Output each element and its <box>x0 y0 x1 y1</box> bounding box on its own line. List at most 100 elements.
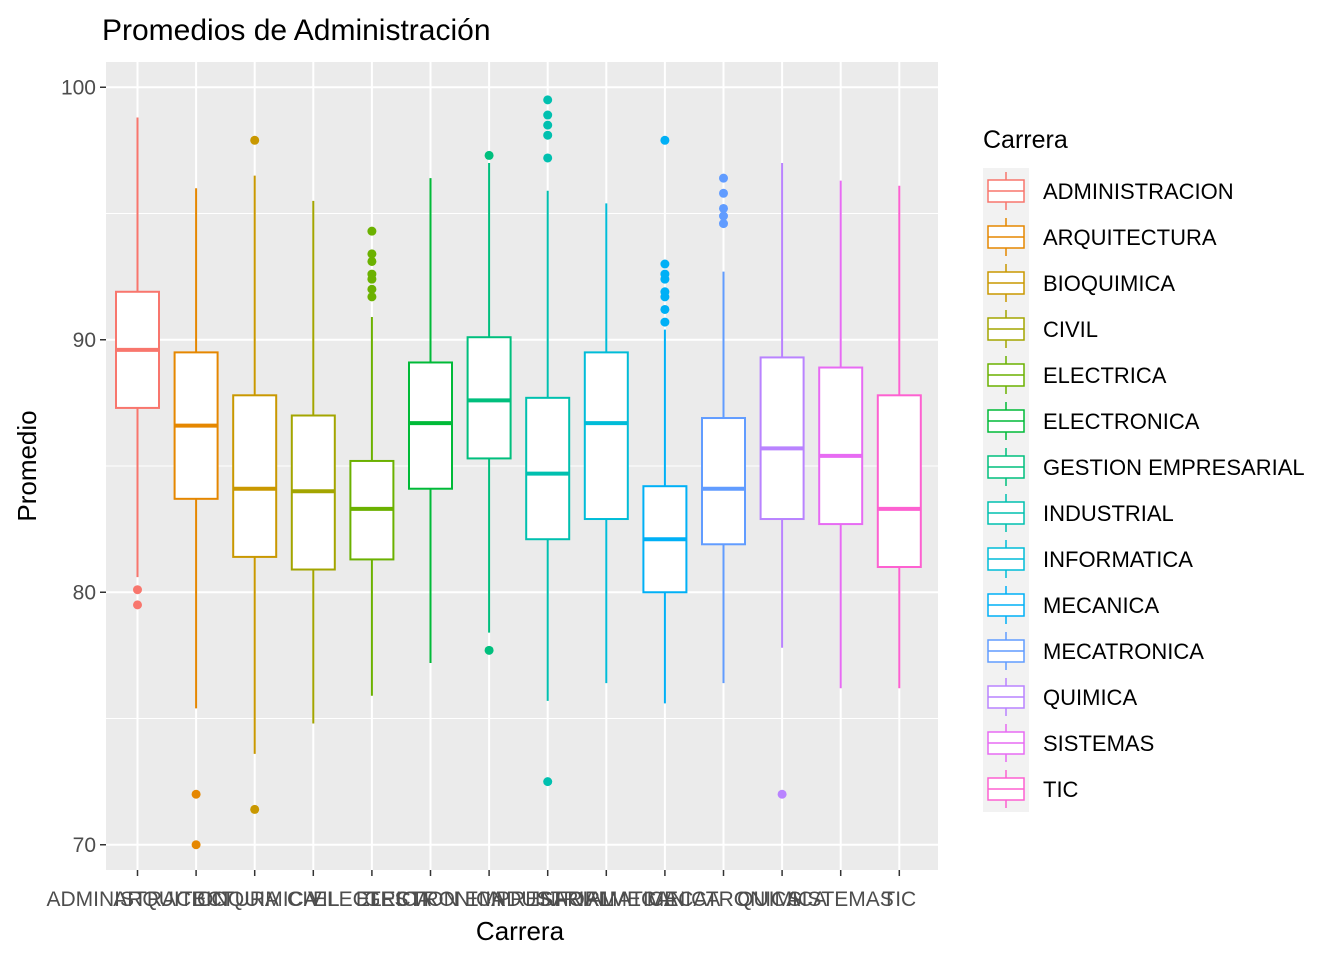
legend-item: ELECTRONICA <box>983 398 1200 444</box>
box-iqr <box>525 396 571 541</box>
box-bioquimica <box>232 135 278 814</box>
legend-item: GESTION EMPRESARIAL <box>983 444 1305 490</box>
legend-item: MECANICA <box>983 582 1159 628</box>
legend-label: GESTION EMPRESARIAL <box>1043 455 1305 480</box>
x-tick-label: MECATRONICA <box>647 888 801 911</box>
legend-label: CIVIL <box>1043 317 1098 342</box>
x-tick-label: ELECTRONICA <box>356 888 505 911</box>
x-tick-label: MECANICA <box>609 888 720 911</box>
box-mecatronica <box>701 173 746 684</box>
box-mecanica <box>642 135 688 704</box>
box-iqr <box>818 366 864 526</box>
x-tick-label: SISTEMAS <box>788 888 894 911</box>
box-informatica <box>583 203 629 684</box>
box-civil <box>290 200 336 724</box>
x-tick-label: TIC <box>882 888 916 911</box>
outlier-point <box>777 789 787 799</box>
legend-item: MECATRONICA <box>983 628 1204 674</box>
outlier-point <box>543 777 553 787</box>
box-sistemas <box>818 180 864 689</box>
outlier-point <box>367 284 377 294</box>
outlier-point <box>543 153 553 163</box>
outlier-point <box>367 226 377 236</box>
outlier-point <box>660 259 670 269</box>
outlier-point <box>484 150 494 160</box>
legend-item: SISTEMAS <box>983 720 1154 766</box>
x-tick-label: ADMINISTRACION <box>46 888 228 911</box>
y-tick-label: 100 <box>61 76 96 99</box>
x-axis-title: Carrera <box>476 916 565 946</box>
legend-label: TIC <box>1043 777 1079 802</box>
legend-label: INDUSTRIAL <box>1043 501 1174 526</box>
x-tick-label: ARQUITECTURA <box>113 888 279 911</box>
outlier-point <box>543 130 553 140</box>
legend-label: QUIMICA <box>1043 685 1137 710</box>
outlier-point <box>719 219 728 229</box>
box-iqr <box>583 351 629 521</box>
legend-label: ADMINISTRACION <box>1043 179 1234 204</box>
outlier-point <box>250 804 260 814</box>
box-administracion <box>115 117 160 610</box>
outlier-point <box>191 789 201 799</box>
outlier-point <box>719 173 728 183</box>
x-tick-label: INFORMATICA <box>535 888 678 911</box>
outlier-point <box>250 135 260 145</box>
legend-title: Carrera <box>983 126 1068 154</box>
legend-item: CIVIL <box>983 306 1098 352</box>
legend-label: MECANICA <box>1043 593 1159 618</box>
outlier-point <box>660 135 670 145</box>
legend-label: MECATRONICA <box>1043 639 1204 664</box>
legend-item: QUIMICA <box>983 674 1137 720</box>
legend-item: INFORMATICA <box>983 536 1193 582</box>
legend-label: BIOQUIMICA <box>1043 271 1175 296</box>
box-tic <box>876 185 922 689</box>
legend-label: ELECTRONICA <box>1043 409 1200 434</box>
y-tick-label: 90 <box>73 329 96 352</box>
x-tick-label: INDUSTRIAL <box>485 888 610 911</box>
box-industrial <box>525 95 571 787</box>
outlier-point <box>719 203 728 213</box>
legend-item: BIOQUIMICA <box>983 260 1175 306</box>
outlier-point <box>543 110 553 120</box>
legend: Carrera ADMINISTRACION ARQUITECTURA BIOQUI… <box>983 126 1305 812</box>
box-electrica <box>349 226 395 696</box>
outlier-point <box>660 317 670 327</box>
box-iqr <box>408 361 453 490</box>
box-arquitectura <box>173 188 219 850</box>
box-plots <box>115 95 922 850</box>
outlier-point <box>367 292 377 302</box>
outlier-point <box>484 645 494 655</box>
x-tick-label: QUIMICA <box>737 888 827 911</box>
y-axis-title: Promedio <box>12 410 42 521</box>
box-iqr <box>466 336 512 460</box>
legend-label: ARQUITECTURA <box>1043 225 1217 250</box>
y-axis: 70 80 90 100 <box>61 76 106 857</box>
outlier-point <box>660 274 670 284</box>
box-quimica <box>759 163 805 799</box>
box-iqr <box>759 356 805 521</box>
outlier-point <box>543 95 553 105</box>
outlier-point <box>367 256 377 266</box>
legend-item: INDUSTRIAL <box>983 490 1174 536</box>
x-tick-label: CIVIL <box>287 888 340 911</box>
outlier-point <box>367 274 377 284</box>
chart-title: Promedios de Administración <box>102 14 491 47</box>
box-iqr <box>701 417 746 546</box>
legend-item: ARQUITECTURA <box>983 214 1217 260</box>
outlier-point <box>660 292 670 302</box>
x-axis: ADMINISTRACIONARQUITECTURABIOQUIMICACIVI… <box>46 870 916 911</box>
x-tick-label: BIOQUIMICA <box>192 888 318 911</box>
outlier-point <box>660 304 670 314</box>
legend-label: SISTEMAS <box>1043 731 1154 756</box>
outlier-point <box>367 249 377 259</box>
outlier-point <box>191 840 201 850</box>
box-iqr <box>876 394 922 568</box>
outlier-point <box>719 211 728 221</box>
outlier-point <box>133 600 142 610</box>
outlier-point <box>719 188 728 198</box>
box-gestion-empresarial <box>466 150 512 655</box>
x-tick-label: ELECTRICA <box>313 888 431 911</box>
legend-label: ELECTRICA <box>1043 363 1167 388</box>
y-tick-label: 70 <box>73 834 96 857</box>
